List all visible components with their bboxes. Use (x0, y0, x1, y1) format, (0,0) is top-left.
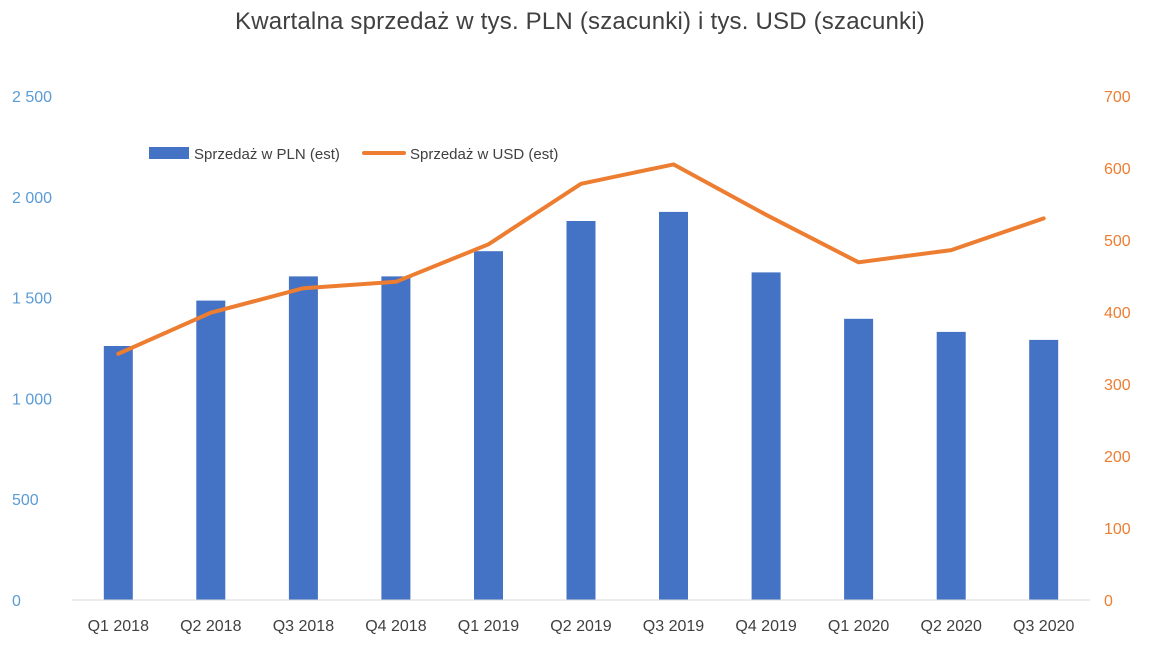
left-axis-ticks: 0 500 1 000 1 500 2 000 2 500 (12, 89, 52, 610)
legend-label-pln: Sprzedaż w PLN (est) (194, 146, 340, 163)
bar-q3-2019 (659, 212, 688, 600)
x-tick-label: Q4 2018 (365, 618, 426, 635)
bar-q3-2020 (1029, 340, 1058, 600)
bar-q2-2018 (196, 301, 225, 600)
x-tick-label: Q2 2018 (180, 618, 241, 635)
left-tick-label: 500 (12, 492, 39, 509)
bar-q1-2018 (104, 346, 133, 600)
legend-label-usd: Sprzedaż w USD (est) (410, 146, 558, 163)
bar-q2-2020 (937, 332, 966, 600)
bar-q1-2020 (844, 319, 873, 600)
x-tick-label: Q1 2018 (88, 618, 149, 635)
right-tick-label: 400 (1104, 305, 1131, 322)
left-tick-label: 1 500 (12, 291, 52, 308)
left-tick-label: 2 000 (12, 190, 52, 207)
bar-q4-2018 (381, 276, 410, 600)
left-tick-label: 0 (12, 593, 21, 610)
right-tick-label: 100 (1104, 521, 1131, 538)
bar-q2-2019 (567, 221, 596, 600)
right-tick-label: 200 (1104, 449, 1131, 466)
bar-q4-2019 (752, 272, 781, 600)
x-tick-label: Q4 2019 (735, 618, 796, 635)
chart-title: Kwartalna sprzedaż w tys. PLN (szacunki)… (0, 8, 1160, 36)
legend: Sprzedaż w PLN (est) Sprzedaż w USD (est) (149, 146, 558, 163)
right-tick-label: 600 (1104, 161, 1131, 178)
x-tick-label: Q3 2020 (1013, 618, 1074, 635)
left-tick-label: 2 500 (12, 89, 52, 106)
bar-q3-2018 (289, 276, 318, 600)
right-tick-label: 500 (1104, 233, 1131, 250)
x-tick-label: Q2 2019 (550, 618, 611, 635)
x-tick-label: Q3 2018 (273, 618, 334, 635)
legend-swatch-pln (149, 147, 189, 159)
right-axis-ticks: 0 100 200 300 400 500 600 700 (1104, 89, 1131, 610)
right-tick-label: 0 (1104, 593, 1113, 610)
x-tick-label: Q2 2020 (921, 618, 982, 635)
bar-q1-2019 (474, 251, 503, 600)
bars-layer (104, 212, 1058, 600)
x-tick-label: Q1 2019 (458, 618, 519, 635)
x-tick-label: Q3 2019 (643, 618, 704, 635)
right-tick-label: 300 (1104, 377, 1131, 394)
x-axis-ticks: Q1 2018 Q2 2018 Q3 2018 Q4 2018 Q1 2019 Q2 20… (88, 618, 1075, 635)
left-tick-label: 1 000 (12, 391, 52, 408)
x-tick-label: Q1 2020 (828, 618, 889, 635)
right-tick-label: 700 (1104, 89, 1131, 106)
